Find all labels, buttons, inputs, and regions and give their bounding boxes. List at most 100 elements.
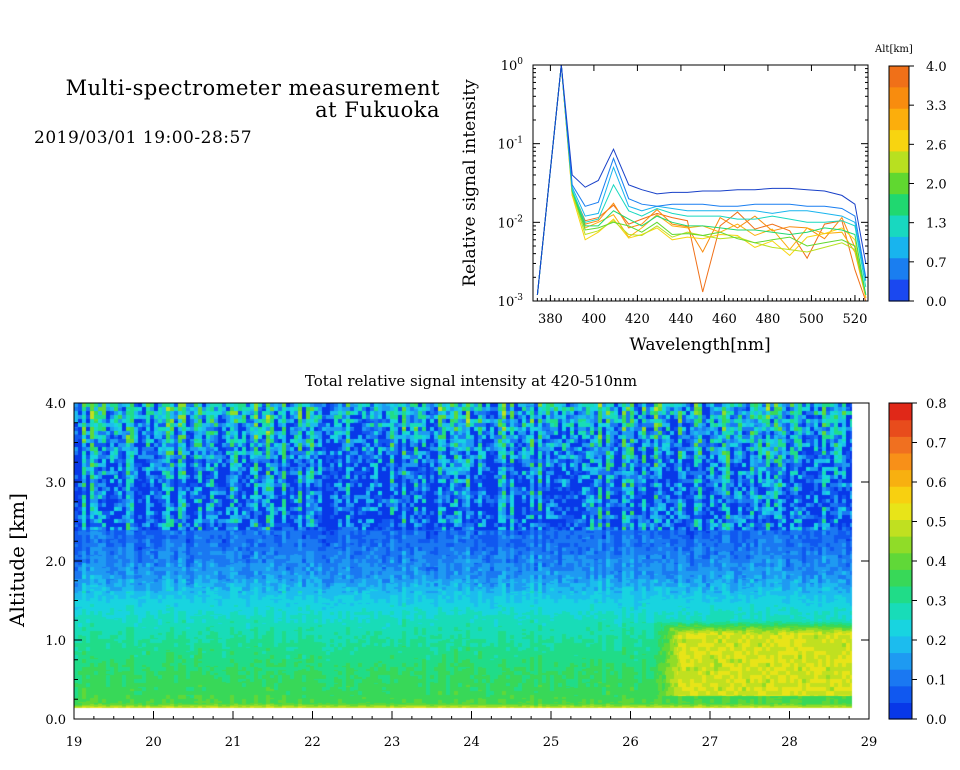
spectrum-x-tick-label: 380 [538,312,563,327]
heatmap-y-ticks: 0.0 1.0 2.0 3.0 4.0 [45,397,869,728]
spectrum-y-ticks: 100 10-1 10-2 10-3 [498,57,868,310]
intensity-colorbar-swatch [889,685,912,703]
intensity-colorbar-swatch [889,619,912,637]
altitude-colorbar-tick-label: 1.3 [926,217,947,232]
intensity-colorbar-swatch [889,502,912,521]
spectrum-series-line [536,65,867,295]
heatmap-x-tick-label: 24 [463,735,480,750]
altitude-colorbar-tick-label: 3.3 [926,99,947,114]
altitude-colorbar-label: Alt[km] [874,44,913,55]
chart-title-line1: Multi-spectrometer measurement [65,76,440,100]
intensity-colorbar-tick-label: 0.4 [926,555,947,570]
altitude-colorbar-swatch [889,172,909,195]
altitude-colorbar-swatch [889,279,909,302]
heatmap-y-tick-label: 1.0 [45,634,66,649]
heatmap-x-tick-label: 23 [384,735,401,750]
spectrum-x-tick-label: 420 [625,312,650,327]
spectrum-plot-frame [532,64,869,302]
spectrum-series-line [536,65,867,295]
intensity-colorbar-swatch [889,536,912,554]
intensity-colorbar-swatch [889,486,912,504]
spectrum-y-tick-label: 10-1 [498,136,523,153]
intensity-colorbar-swatch [889,569,912,587]
spectrum-y-tick-label: 100 [501,57,524,74]
spectrum-y-tick-label: 10-3 [498,293,524,310]
heatmap-x-tick-label: 21 [225,735,242,750]
spectrum-x-tick-label: 480 [756,312,781,327]
heatmap-x-ticks: 19 20 21 22 23 24 25 26 27 28 29 [66,711,878,750]
intensity-colorbar-tick-label: 0.6 [926,476,947,491]
altitude-colorbar-swatch [889,108,909,131]
intensity-colorbar-tick-label: 0.1 [926,674,947,689]
heatmap-y-axis-label: Altitude [km] [5,493,29,628]
heatmap-y-tick-label: 3.0 [45,476,66,491]
spectrum-x-axis-label: Wavelength[nm] [629,335,770,355]
spectrum-series-group [536,65,867,301]
chart-title-line2: at Fukuoka [315,98,440,122]
spectrum-series-line [536,65,867,301]
heatmap-x-tick-label: 29 [861,735,878,750]
intensity-colorbar-swatch [889,669,912,687]
intensity-colorbar-tick-label: 0.0 [926,713,947,728]
altitude-colorbar-tick-label: 2.0 [926,178,947,193]
spectrum-y-tick-label: 10-2 [498,214,523,231]
heatmap-x-tick-label: 20 [145,735,162,750]
heatmap-x-tick-label: 27 [702,735,719,750]
heatmap-y-tick-label: 4.0 [45,397,66,412]
spectrum-series-line [536,65,867,295]
spectrum-series-line [536,65,867,298]
altitude-colorbar-swatch [889,151,909,174]
spectrum-x-tick-label: 460 [712,312,737,327]
spectrum-series-line [536,65,867,298]
intensity-colorbar: 0.8 0.7 0.6 0.5 0.4 0.3 0.2 0.1 0.0 [888,397,947,728]
intensity-colorbar-swatch [889,452,912,471]
intensity-colorbar-swatch [889,519,912,537]
heatmap-x-tick-label: 19 [66,735,83,750]
intensity-colorbar-tick-label: 0.7 [926,437,947,452]
intensity-colorbar-tick-label: 0.8 [926,397,947,412]
spectrum-plot-area: 380 400 420 440 460 480 500 520 100 10-1 10-2 10-3… [460,57,869,355]
altitude-colorbar-swatch [889,130,909,153]
intensity-colorbar-swatch [889,702,912,720]
spectrum-x-ticks: 380 400 420 440 460 480 500 520 [532,65,869,327]
heatmap-x-tick-label: 26 [622,735,639,750]
spectrum-series-line [536,65,867,295]
intensity-colorbar-tick-label: 0.5 [926,516,947,531]
altitude-colorbar-tick-label: 4.0 [926,60,947,75]
spectrum-x-tick-label: 520 [843,312,868,327]
spectrum-x-tick-label: 400 [581,312,606,327]
altitude-colorbar-tick-label: 2.6 [926,138,947,153]
intensity-colorbar-swatch [889,635,912,654]
altitude-colorbar-swatch [889,258,909,281]
heatmap-y-tick-label: 0.0 [45,713,66,728]
heatmap-x-tick-label: 22 [304,735,321,750]
intensity-colorbar-swatch [889,436,912,454]
heatmap-canvas [74,403,869,719]
altitude-colorbar-tick-label: 0.7 [926,256,947,271]
heatmap-plot-area [74,403,869,719]
spectrum-x-tick-label: 500 [799,312,824,327]
heatmap-y-tick-label: 2.0 [45,555,66,570]
altitude-colorbar-tick-label: 0.0 [926,295,947,310]
intensity-colorbar-swatch [889,585,912,604]
altitude-colorbar-swatch [889,215,909,238]
intensity-colorbar-swatch [889,403,912,421]
heatmap-x-tick-label: 28 [781,735,798,750]
altitude-colorbar: 4.0 3.3 2.6 2.0 1.3 0.7 0.0 Alt[km] [874,44,947,310]
spectrum-series-line [536,65,867,298]
spectrum-series-line [536,65,867,295]
intensity-colorbar-tick-label: 0.3 [926,595,947,610]
heatmap-x-tick-label: 25 [543,735,560,750]
altitude-colorbar-swatch [889,194,909,217]
intensity-colorbar-swatch [889,469,912,487]
spectrum-series-line [536,65,867,295]
spectrum-series-line [536,65,867,295]
intensity-colorbar-swatch [889,602,912,620]
intensity-colorbar-swatch [889,652,912,670]
intensity-colorbar-swatch [889,552,912,570]
spectrum-x-tick-label: 440 [669,312,694,327]
altitude-colorbar-swatch [889,87,909,110]
altitude-colorbar-swatch [889,66,909,88]
